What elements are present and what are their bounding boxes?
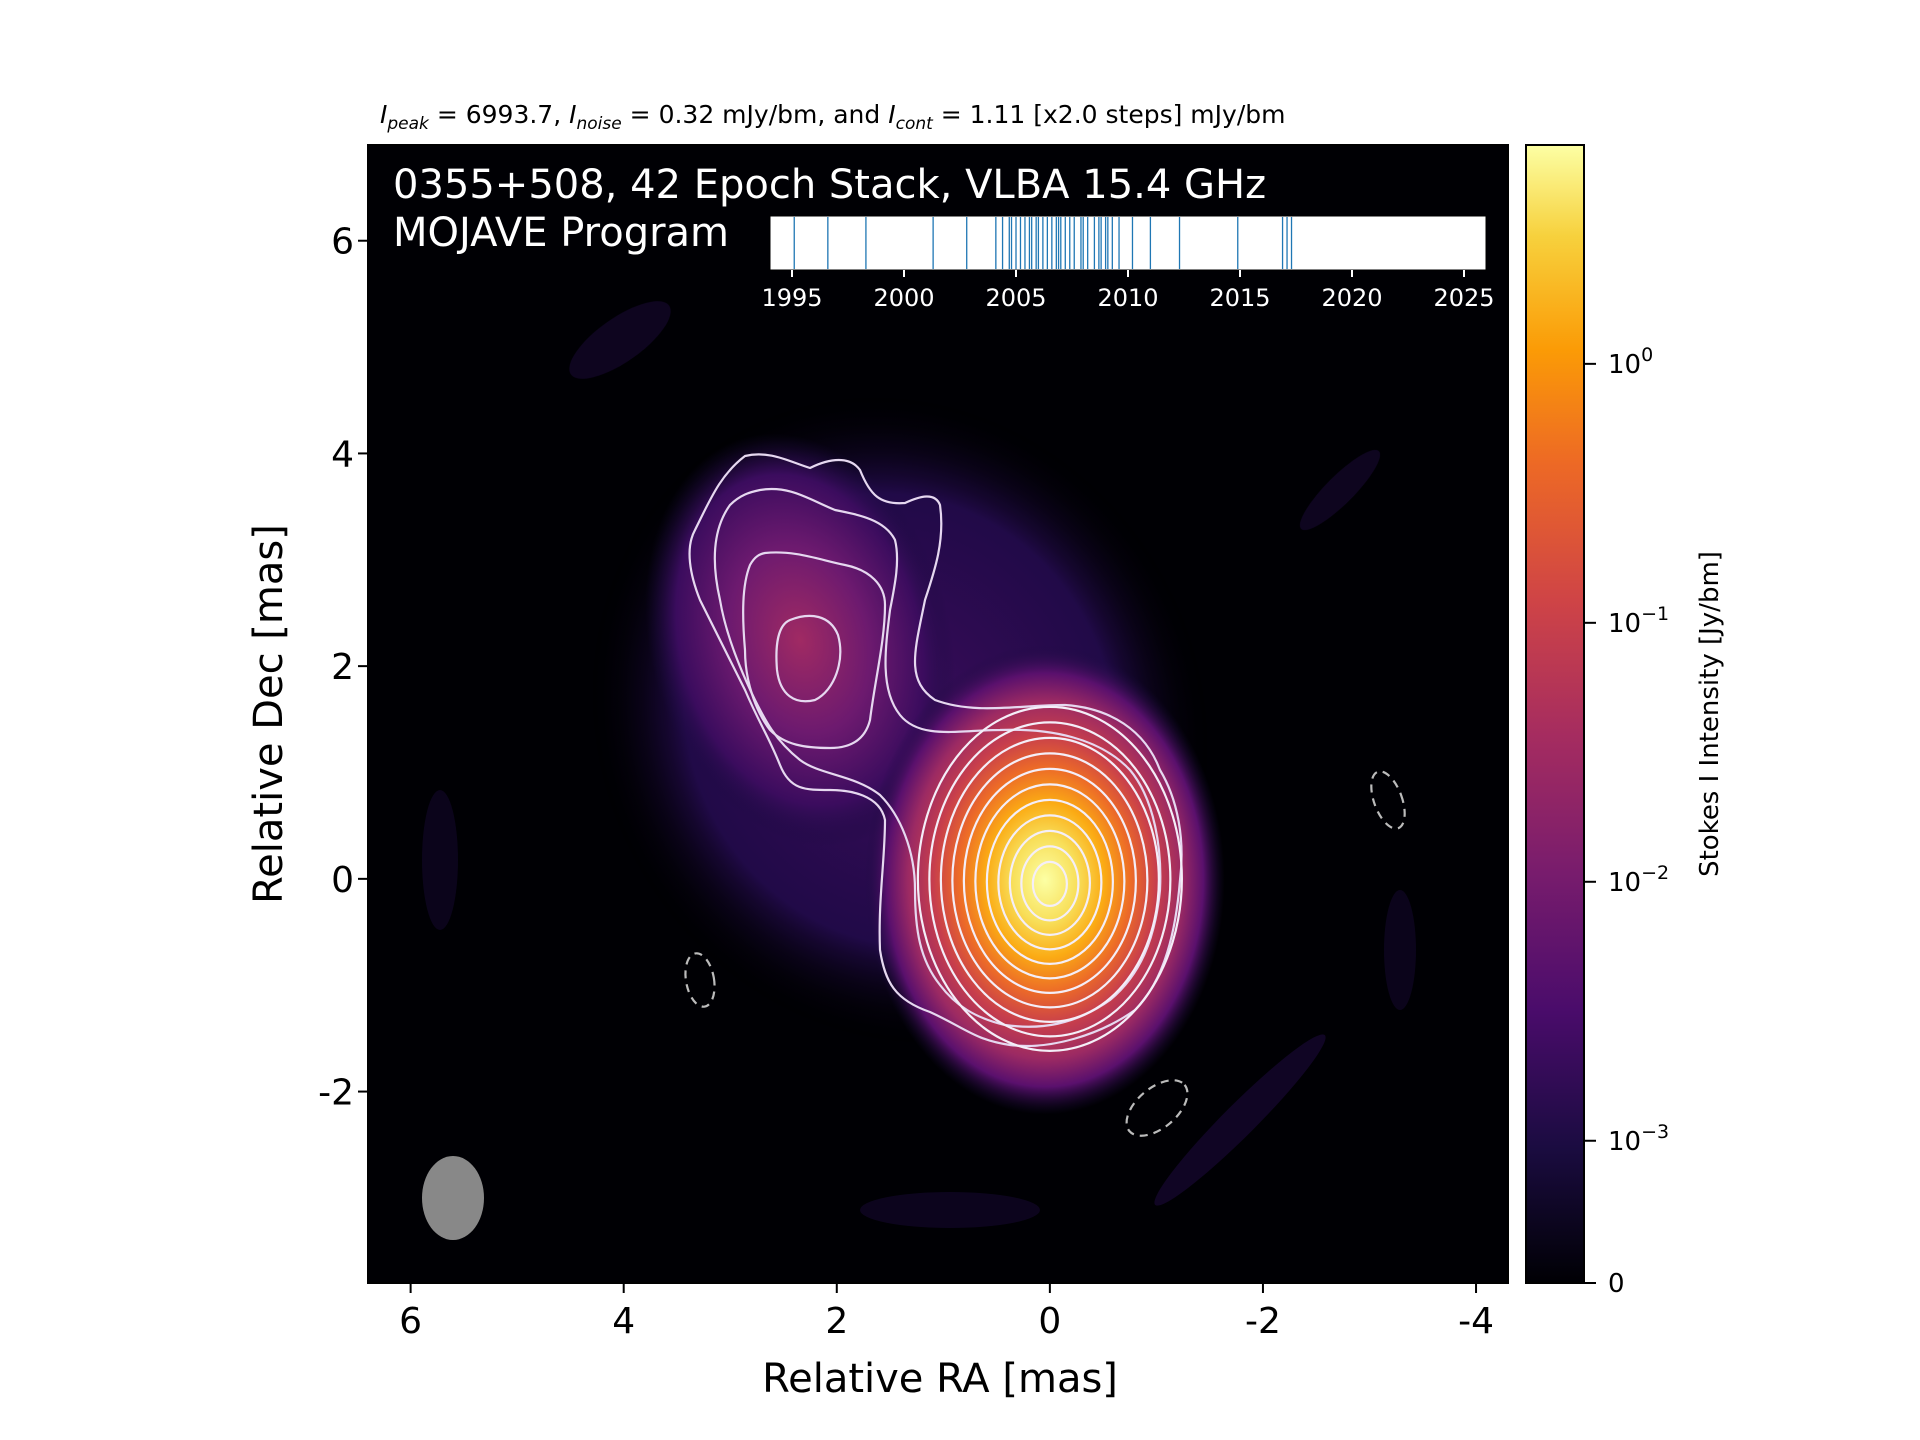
noise-patch [1299, 449, 1381, 531]
cont-subscript: cont [895, 114, 933, 134]
colorbar-tick-label: 100 [1608, 344, 1653, 380]
x-tick-label: 4 [612, 1301, 635, 1342]
restoring-beam [422, 1156, 484, 1240]
plot-title-line1: 0355+508, 42 Epoch Stack, VLBA 15.4 GHz [393, 162, 1266, 208]
colorbar-label: Stokes I Intensity [Jy/bm] [1695, 551, 1725, 877]
noise-value: = 0.32 mJy/bm, and [629, 100, 881, 129]
epoch-timeline: 1995 2000 2005 2010 2015 2020 2025 [761, 215, 1495, 312]
timeline-tick-label: 2020 [1321, 284, 1382, 312]
cont-value: = 1.11 [x2.0 steps] mJy/bm [940, 100, 1286, 129]
noise-subscript: noise [576, 114, 622, 134]
noise-patches [422, 301, 1416, 1228]
x-axis-label: Relative RA [mas] [762, 1356, 1118, 1402]
core-contour [1031, 860, 1068, 907]
contours [684, 453, 1406, 1137]
y-tick-label: 6 [331, 222, 354, 263]
peak-value: = 6993.7, [436, 100, 562, 129]
x-tick-label: 6 [399, 1301, 422, 1342]
contour-3 [742, 551, 887, 750]
noise-symbol: I [569, 100, 577, 129]
peak-subscript: peak [387, 114, 429, 134]
noise-patch [860, 1192, 1040, 1228]
colorbar-tick-label: 10−2 [1608, 862, 1669, 898]
jet-emission [645, 433, 955, 847]
timeline-tick-label: 2000 [873, 284, 934, 312]
y-tick-label: 2 [331, 647, 354, 688]
x-tick-label: 2 [825, 1301, 848, 1342]
colorbar-tick-label: 10−3 [1608, 1121, 1669, 1157]
epoch-timeline-box [769, 215, 1487, 271]
core-contour [928, 721, 1172, 1038]
timeline-tick-label: 2005 [985, 284, 1046, 312]
negative-contour [684, 952, 716, 1008]
noise-patch [422, 790, 458, 930]
x-tick-label: -4 [1458, 1301, 1494, 1342]
core-contour [916, 705, 1183, 1052]
core-contour [985, 798, 1114, 965]
plot-title-line2: MOJAVE Program [393, 210, 729, 256]
contour-jet-inner [775, 614, 842, 703]
noise-patch [1384, 890, 1416, 1010]
peak-symbol: I [380, 100, 388, 129]
timeline-axis: 1995 2000 2005 2010 2015 2020 2025 [761, 270, 1495, 312]
core-contour [974, 783, 1126, 980]
y-axis: 6 4 2 0 -2 [318, 222, 368, 1114]
core-contour [1020, 845, 1080, 922]
y-tick-label: -2 [318, 1073, 354, 1114]
timeline-tick-label: 2025 [1433, 284, 1494, 312]
timeline-tick-label: 2010 [1097, 284, 1158, 312]
y-axis-label: Relative Dec [mas] [246, 524, 292, 904]
core-contour [1008, 829, 1091, 936]
noise-patch [569, 301, 671, 379]
x-tick-label: -2 [1245, 1301, 1281, 1342]
colorbar [1525, 144, 1585, 1284]
timeline-tick-label: 2015 [1209, 284, 1270, 312]
y-tick-label: 4 [331, 434, 354, 475]
negative-contour [1125, 1079, 1189, 1137]
colorbar-tick-label: 0 [1608, 1269, 1625, 1299]
colorbar-tick-label: 10−1 [1608, 603, 1669, 639]
y-tick-label: 0 [331, 860, 354, 901]
core-contour [939, 736, 1160, 1023]
plot-header: Ipeak = 6993.7, Inoise = 0.32 mJy/bm, an… [380, 100, 1285, 134]
noise-patch [1154, 1034, 1326, 1206]
colorbar-axis: 100 10−1 10−2 10−3 0 [1584, 344, 1669, 1299]
core-contours [916, 705, 1183, 1052]
cont-symbol: I [888, 100, 896, 129]
negative-contour [1370, 770, 1406, 830]
core-contour [962, 767, 1137, 994]
core-contour [997, 814, 1103, 951]
x-tick-label: 0 [1038, 1301, 1061, 1342]
timeline-tick-label: 1995 [761, 284, 822, 312]
epoch-lines [793, 217, 1293, 269]
x-axis: 6 4 2 0 -2 -4 [399, 1283, 1494, 1342]
core-contour [951, 752, 1149, 1009]
plot-frame [367, 144, 1509, 1284]
